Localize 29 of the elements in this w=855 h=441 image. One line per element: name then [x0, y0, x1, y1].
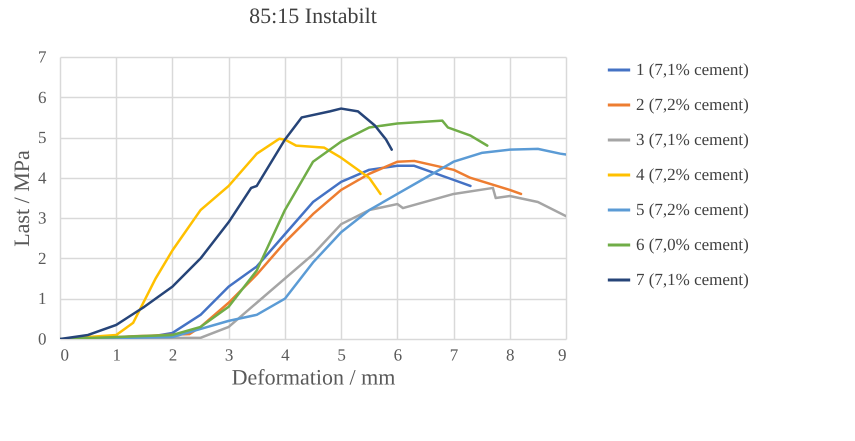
x-tick-label: 0	[60, 346, 69, 364]
x-tick-label: 1	[112, 346, 121, 364]
x-tick-label: 9	[558, 346, 566, 364]
legend-label: 1 (7,1% cement)	[636, 60, 749, 79]
y-tick-label: 2	[38, 248, 46, 268]
y-tick-label: 6	[38, 88, 46, 107]
y-tick-label: 0	[38, 330, 46, 348]
chart-title: 85:15 Instabilt	[249, 3, 377, 28]
x-tick-label: 2	[168, 346, 178, 364]
y-tick-label: 7	[38, 48, 47, 66]
y-tick-label: 4	[38, 168, 47, 188]
y-tick-label: 5	[38, 128, 46, 148]
legend-label: 3 (7,1% cement)	[636, 130, 749, 149]
x-tick-label: 5	[337, 346, 346, 364]
x-axis-title: Deformation / mm	[232, 364, 396, 390]
legend-label: 2 (7,2% cement)	[636, 95, 749, 114]
x-tick-label: 8	[506, 346, 515, 364]
x-tick-label: 4	[281, 346, 290, 364]
y-axis-title: Last / MPa	[9, 150, 34, 247]
x-tick-label: 3	[224, 346, 234, 364]
line-series	[60, 107, 393, 339]
y-tick-label: 3	[38, 208, 46, 228]
y-tick-label: 1	[38, 289, 46, 308]
legend-label: 4 (7,2% cement)	[636, 165, 749, 184]
legend-label: 6 (7,0% cement)	[636, 235, 749, 254]
x-tick-label: 6	[394, 346, 402, 364]
x-tick-label: 7	[450, 346, 459, 364]
legend-label: 7 (7,1% cement)	[636, 270, 749, 289]
legend-label: 5 (7,2% cement)	[636, 200, 749, 219]
